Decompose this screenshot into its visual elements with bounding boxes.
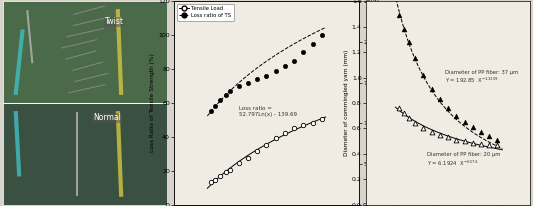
Point — [477, 142, 485, 145]
Point — [299, 50, 308, 54]
Point — [405, 117, 413, 120]
Point — [244, 156, 252, 159]
Point — [211, 105, 219, 108]
Point — [235, 161, 243, 164]
Point — [435, 97, 444, 101]
Point — [271, 69, 280, 72]
Point — [394, 13, 403, 17]
Text: Twist: Twist — [104, 17, 124, 26]
Point — [444, 136, 453, 139]
Point — [235, 84, 243, 88]
FancyBboxPatch shape — [3, 1, 167, 103]
Point — [411, 122, 419, 125]
Point — [225, 89, 234, 93]
Text: Loss ratio =
52.797Ln(x) - 139.69: Loss ratio = 52.797Ln(x) - 139.69 — [239, 106, 297, 117]
Point — [222, 171, 230, 174]
Point — [309, 121, 317, 124]
Point — [394, 107, 403, 110]
Y-axis label: Tensile Load (N): Tensile Load (N) — [382, 80, 386, 126]
Point — [452, 138, 461, 142]
Point — [427, 131, 436, 134]
Point — [290, 59, 298, 62]
Point — [225, 168, 234, 172]
Point — [435, 133, 444, 137]
Point — [493, 143, 502, 147]
Point — [271, 136, 280, 140]
Point — [419, 73, 427, 77]
Point — [207, 110, 215, 113]
Point — [399, 112, 408, 115]
Y-axis label: Loss Ratio of Tensile Strength (%): Loss Ratio of Tensile Strength (%) — [150, 54, 155, 152]
Point — [244, 81, 252, 84]
FancyBboxPatch shape — [3, 103, 167, 205]
Point — [222, 93, 230, 96]
Point — [427, 87, 436, 91]
Point — [318, 33, 326, 37]
Point — [461, 140, 469, 143]
Point — [207, 180, 215, 184]
Text: Diameter of PP fiber: 37 μm
Y = 192.85  X$^{-1.3109}$: Diameter of PP fiber: 37 μm Y = 192.85 X… — [445, 70, 518, 85]
Point — [469, 126, 477, 129]
Point — [211, 178, 219, 181]
Point — [469, 141, 477, 144]
Point — [485, 143, 494, 147]
Point — [216, 175, 224, 178]
Point — [399, 27, 408, 31]
Point — [493, 138, 502, 142]
Point — [253, 78, 262, 81]
Text: Diameter of PP fiber: 20 μm
Y = 6.1924  X$^{-0.574}$: Diameter of PP fiber: 20 μm Y = 6.1924 X… — [427, 152, 500, 168]
Point — [411, 57, 419, 60]
Point — [253, 150, 262, 153]
Point — [281, 64, 289, 67]
Point — [461, 121, 469, 124]
Point — [405, 40, 413, 43]
Point — [262, 143, 271, 146]
Point — [419, 127, 427, 130]
Y-axis label: Diameter of commingled yarn (mm): Diameter of commingled yarn (mm) — [344, 50, 349, 156]
Point — [452, 114, 461, 117]
Point — [290, 127, 298, 130]
Point — [477, 131, 485, 134]
Point — [309, 42, 317, 45]
Point — [262, 74, 271, 77]
Point — [485, 135, 494, 138]
Point — [216, 98, 224, 101]
Point — [299, 123, 308, 127]
Legend: Tensile Load, Loss ratio of TS: Tensile Load, Loss ratio of TS — [176, 4, 233, 21]
Point — [318, 118, 326, 121]
Text: Normal: Normal — [93, 113, 121, 122]
Point — [281, 132, 289, 135]
Point — [444, 107, 453, 110]
